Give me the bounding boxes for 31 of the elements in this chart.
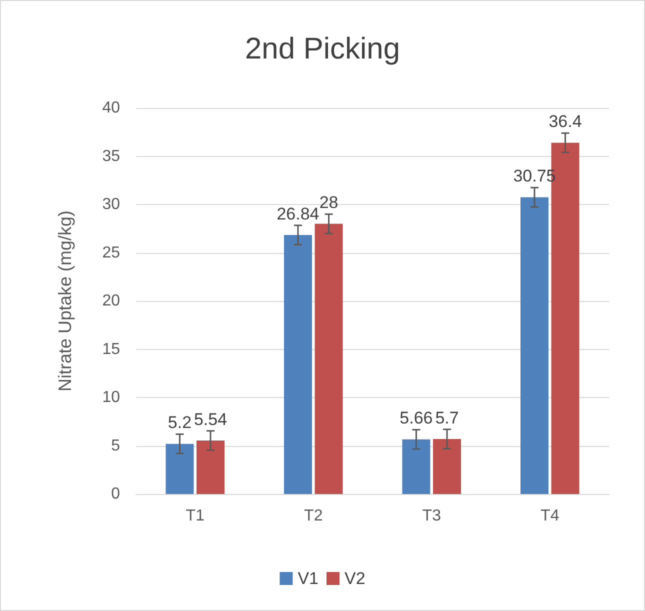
legend-label: V1 bbox=[298, 569, 319, 588]
x-tick-label: T2 bbox=[304, 508, 323, 524]
y-tick-label: 35 bbox=[102, 148, 120, 165]
bar bbox=[520, 197, 548, 494]
data-label: 5.7 bbox=[435, 408, 459, 428]
bar bbox=[314, 224, 343, 494]
y-tick-label: 15 bbox=[102, 340, 120, 358]
x-tick-label: T1 bbox=[186, 508, 205, 524]
bar bbox=[196, 440, 225, 494]
x-tick-label: T4 bbox=[540, 508, 560, 524]
y-tick-label: 5 bbox=[111, 437, 120, 454]
legend-label: V2 bbox=[344, 569, 366, 588]
y-tick-label: 10 bbox=[102, 389, 120, 406]
data-label: 5.66 bbox=[400, 408, 433, 428]
x-tick-label: T3 bbox=[422, 508, 442, 524]
y-tick-label: 20 bbox=[102, 292, 120, 310]
y-axis-title: Nitrate Uptake (mg/kg) bbox=[55, 210, 75, 392]
y-tick-label: 0 bbox=[111, 486, 120, 502]
data-label: 5.54 bbox=[194, 410, 228, 429]
data-label: 36.4 bbox=[548, 112, 582, 132]
data-label: 5.2 bbox=[168, 413, 192, 432]
bar bbox=[284, 234, 312, 494]
bar bbox=[433, 438, 462, 494]
chart-title: 2nd Picking bbox=[244, 32, 400, 66]
data-label: 28 bbox=[319, 193, 338, 212]
bar bbox=[402, 439, 430, 494]
y-tick-label: 30 bbox=[102, 196, 120, 213]
bar bbox=[166, 444, 194, 494]
y-tick-label: 25 bbox=[102, 244, 120, 262]
data-label: 26.84 bbox=[276, 204, 320, 224]
y-tick-label: 40 bbox=[102, 100, 120, 116]
